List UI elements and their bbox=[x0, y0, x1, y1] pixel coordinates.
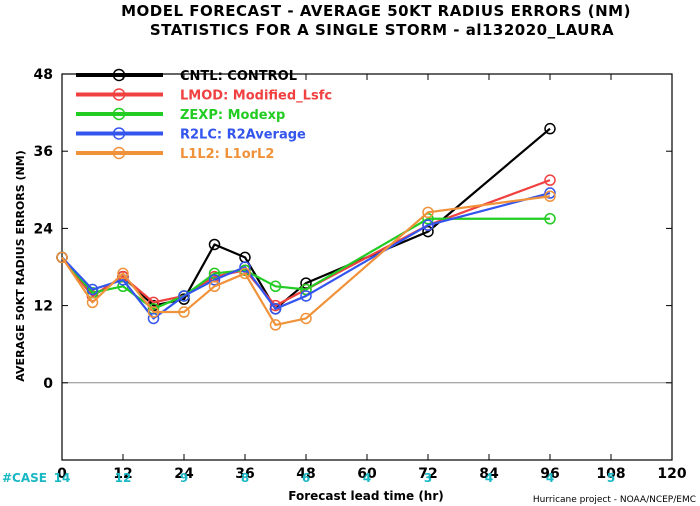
data-point bbox=[56, 251, 68, 264]
data-point bbox=[269, 280, 282, 293]
data-point bbox=[422, 219, 434, 231]
series-4 bbox=[56, 190, 556, 331]
x-tick-label: 72 bbox=[418, 466, 437, 482]
x-tick-label: 84 bbox=[479, 466, 499, 482]
legend-label: ZEXP: Modexp bbox=[180, 108, 285, 123]
x-axis-label: Forecast lead time (hr) bbox=[288, 489, 444, 503]
y-tick-label: 36 bbox=[34, 144, 53, 160]
data-point bbox=[422, 206, 434, 219]
x-tick-label: 108 bbox=[596, 466, 625, 482]
data-point bbox=[239, 267, 251, 280]
series-line bbox=[61, 217, 550, 310]
y-axis: 0 12 24 36 48 bbox=[34, 67, 672, 392]
data-point bbox=[544, 213, 556, 225]
case-count: 4 bbox=[485, 471, 493, 485]
data-point bbox=[239, 261, 251, 273]
y-tick-label: 48 bbox=[34, 67, 53, 83]
data-point bbox=[269, 319, 282, 331]
data-point bbox=[422, 225, 434, 238]
data-point bbox=[544, 122, 556, 135]
data-point bbox=[86, 296, 99, 309]
legend: CNTL: CONTROL LMOD: Modified_Lsfc ZEXP: Mo… bbox=[76, 68, 332, 162]
data-point bbox=[86, 283, 99, 296]
case-count: 5 bbox=[607, 471, 615, 485]
data-point bbox=[208, 267, 221, 280]
legend-label: LMOD: Modified_Lsfc bbox=[180, 89, 332, 104]
series-group bbox=[56, 122, 556, 331]
legend-entry: CNTL: CONTROL bbox=[76, 68, 297, 84]
x-tick-label: 96 bbox=[540, 466, 559, 482]
case-count: 9 bbox=[180, 471, 188, 485]
data-point bbox=[208, 280, 221, 293]
legend-marker bbox=[112, 146, 126, 160]
case-count: 14 bbox=[54, 471, 71, 485]
series-line bbox=[61, 195, 551, 326]
data-point bbox=[269, 303, 282, 315]
data-point bbox=[544, 187, 556, 199]
x-tick-label: 24 bbox=[174, 466, 194, 482]
data-point bbox=[147, 306, 160, 318]
x-tick-label: 48 bbox=[296, 466, 315, 482]
legend-entry: L1L2: L1orL2 bbox=[76, 146, 274, 162]
legend-label: CNTL: CONTROL bbox=[180, 69, 297, 84]
data-point bbox=[178, 290, 190, 302]
legend-marker bbox=[112, 107, 126, 121]
data-point bbox=[544, 190, 556, 202]
y-tick-label: 0 bbox=[43, 376, 53, 392]
chart-subtitle: STATISTICS FOR A SINGLE STORM - al132020… bbox=[150, 21, 614, 39]
case-count: 12 bbox=[115, 471, 132, 485]
x-tick-label: 36 bbox=[235, 466, 254, 482]
data-point bbox=[300, 283, 312, 296]
case-count: 4 bbox=[363, 471, 371, 485]
x-tick-label: 120 bbox=[657, 466, 686, 482]
legend-entry: LMOD: Modified_Lsfc bbox=[76, 88, 332, 104]
y-tick-label: 12 bbox=[34, 299, 53, 315]
case-count: 4 bbox=[546, 471, 554, 485]
legend-marker bbox=[112, 88, 126, 101]
data-point bbox=[300, 312, 312, 325]
chart-title: MODEL FORECAST - AVERAGE 50KT RADIUS ERR… bbox=[121, 2, 631, 20]
case-count: 3 bbox=[424, 471, 432, 485]
credit-text: Hurricane project - NOAA/NCEP/EMC bbox=[533, 495, 696, 505]
x-tick-label: 12 bbox=[113, 466, 132, 482]
case-header: #CASE bbox=[2, 471, 47, 485]
legend-entry: R2LC: R2Average bbox=[76, 127, 306, 143]
data-point bbox=[208, 238, 221, 251]
data-point bbox=[117, 267, 129, 280]
data-point bbox=[300, 290, 312, 302]
data-point bbox=[147, 312, 160, 325]
y-tick-label: 24 bbox=[34, 221, 54, 237]
y-axis-label: AVERAGE 50KT RADIUS ERRORS (NM) bbox=[14, 150, 27, 381]
legend-marker bbox=[112, 68, 126, 82]
x-tick-label: 0 bbox=[57, 466, 67, 482]
legend-entry: ZEXP: Modexp bbox=[76, 107, 285, 123]
legend-label: R2LC: R2Average bbox=[180, 128, 306, 143]
x-tick-label: 60 bbox=[357, 466, 377, 482]
legend-label: L1L2: L1orL2 bbox=[180, 147, 274, 162]
data-point bbox=[208, 274, 221, 286]
data-point bbox=[178, 306, 190, 318]
data-point bbox=[239, 251, 251, 264]
series-3 bbox=[56, 187, 556, 325]
case-counts: #CASE 14 12 9 8 6 4 3 4 4 5 bbox=[2, 471, 615, 485]
data-point bbox=[300, 277, 312, 289]
case-count: 8 bbox=[241, 471, 249, 485]
case-count: 6 bbox=[302, 471, 310, 485]
legend-marker bbox=[112, 127, 126, 140]
data-point bbox=[544, 174, 556, 186]
